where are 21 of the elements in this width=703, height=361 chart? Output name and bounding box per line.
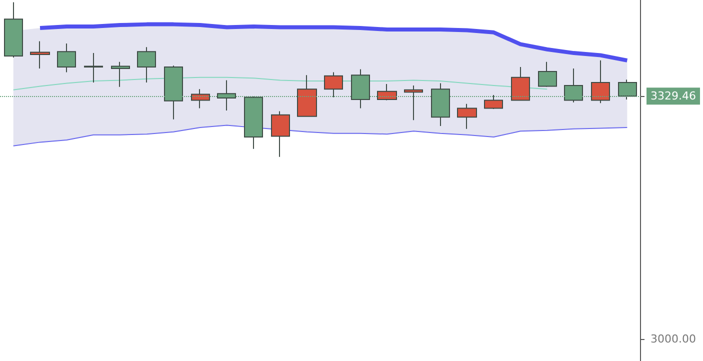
line-series	[38, 22, 630, 62]
candlestick	[57, 42, 76, 73]
candlestick	[484, 94, 503, 110]
candlestick	[4, 2, 23, 58]
candlestick	[84, 52, 103, 84]
candlestick	[297, 74, 317, 117]
candlestick	[324, 72, 343, 98]
candlestick	[111, 61, 130, 88]
candlestick	[271, 110, 290, 158]
line-series	[12, 124, 628, 146]
y-tick-label: 3000.00	[650, 332, 696, 346]
candlestick	[538, 61, 557, 88]
candlestick	[137, 46, 156, 84]
candlestick	[404, 84, 423, 121]
candlestick	[511, 66, 530, 101]
candlestick	[191, 88, 210, 109]
y-tick-label: 3329.46	[650, 90, 696, 103]
candlestick	[591, 60, 610, 104]
candlestick	[30, 40, 50, 70]
candlestick	[377, 83, 397, 101]
candlestick	[457, 103, 477, 130]
